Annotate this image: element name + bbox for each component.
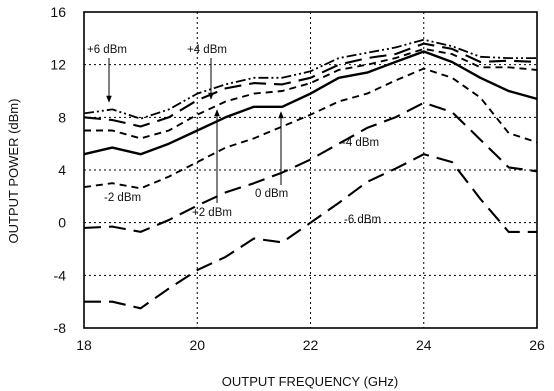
y-axis-label: OUTPUT POWER (dBm) xyxy=(6,99,21,244)
annotation-arrows xyxy=(106,58,284,203)
y-tick-label: -8 xyxy=(54,320,67,336)
series-layer xyxy=(83,38,538,310)
x-tick-label: 18 xyxy=(76,337,92,353)
y-tick-label: 0 xyxy=(58,215,66,231)
y-tick-label: 4 xyxy=(58,162,66,178)
series-line-plus6dbm xyxy=(83,38,537,120)
y-tick-label: 12 xyxy=(50,57,66,73)
x-tick-labels: 18 20 22 24 26 xyxy=(76,337,545,353)
series-line-minus4dbm xyxy=(83,101,538,233)
series-line-0dbm xyxy=(83,50,538,156)
x-axis-label: OUTPUT FREQUENCY (GHz) xyxy=(222,374,398,389)
annotation-label: +4 dBm xyxy=(187,44,227,56)
y-tick-label: 16 xyxy=(50,4,66,20)
y-tick-labels: -8 -4 0 4 8 12 16 xyxy=(50,4,66,336)
x-tick-label: 26 xyxy=(529,337,545,353)
annotation-label: -2 dBm xyxy=(104,192,141,204)
x-tick-label: 24 xyxy=(416,337,432,353)
annotation-label: +2 dBm xyxy=(192,207,232,219)
series-line-minus2dbm xyxy=(83,67,538,190)
series-line-minus6dbm xyxy=(84,153,537,310)
x-tick-label: 20 xyxy=(189,337,205,353)
annotation-label: -4 dBm xyxy=(342,137,379,149)
annotations: +6 dBm +4 dBm +2 dBm 0 dBm -2 dBm -4 dBm -6 dB… xyxy=(87,44,381,226)
x-tick-label: 22 xyxy=(303,337,319,353)
annotation-label: -6 dBm xyxy=(344,214,381,226)
y-tick-label: -4 xyxy=(54,267,67,283)
annotation-label: 0 dBm xyxy=(255,188,288,200)
grid xyxy=(84,12,537,328)
series-line-plus2dbm xyxy=(84,47,538,140)
series-line-plus4dbm xyxy=(83,42,538,128)
plot-frame xyxy=(83,11,538,329)
annotation-label: +6 dBm xyxy=(87,44,127,56)
y-tick-label: 8 xyxy=(58,109,66,125)
